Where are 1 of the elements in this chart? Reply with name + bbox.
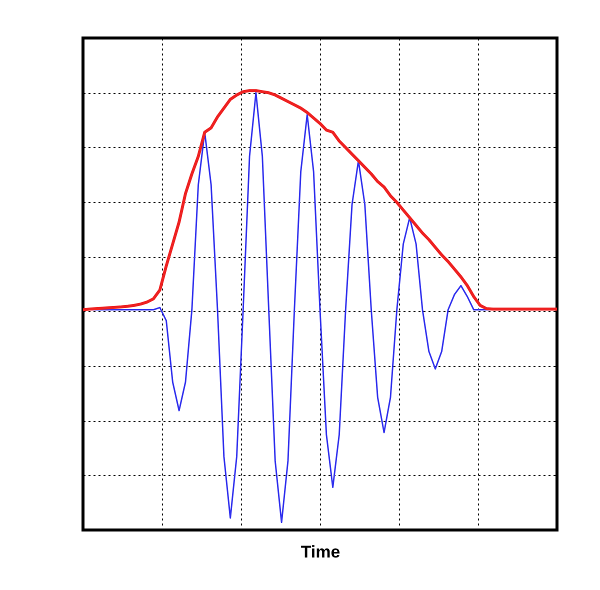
x-axis-title: Time [300,542,340,562]
